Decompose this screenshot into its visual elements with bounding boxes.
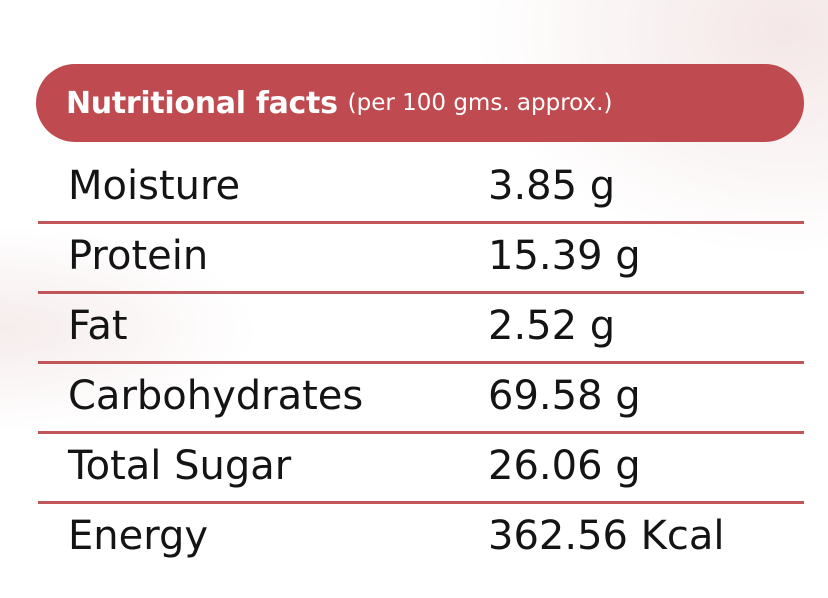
nutrient-value: 26.06 g: [488, 443, 641, 489]
nutrient-label: Protein: [68, 233, 209, 279]
nutrient-label: Carbohydrates: [68, 373, 364, 419]
header-subtitle: (per 100 gms. approx.): [347, 90, 613, 116]
nutrient-value: 15.39 g: [488, 233, 641, 279]
nutrient-label: Total Sugar: [68, 443, 292, 489]
nutrient-label: Moisture: [68, 163, 241, 209]
nutrient-label: Fat: [68, 303, 128, 349]
table-row: Total Sugar 26.06 g: [38, 434, 804, 504]
nutrient-value: 362.56 Kcal: [488, 513, 725, 559]
table-row: Protein 15.39 g: [38, 224, 804, 294]
nutrient-value: 69.58 g: [488, 373, 641, 419]
table-row: Energy 362.56 Kcal: [38, 504, 804, 574]
table-body: Moisture 3.85 g Protein 15.39 g Fat 2.52…: [38, 154, 804, 574]
table-row: Fat 2.52 g: [38, 294, 804, 364]
nutrition-table: Nutritional facts (per 100 gms. approx.)…: [36, 64, 804, 574]
nutrient-label: Energy: [68, 513, 209, 559]
table-header: Nutritional facts (per 100 gms. approx.): [36, 64, 804, 142]
table-row: Moisture 3.85 g: [38, 154, 804, 224]
nutrient-value: 3.85 g: [488, 163, 616, 209]
nutrient-value: 2.52 g: [488, 303, 616, 349]
table-row: Carbohydrates 69.58 g: [38, 364, 804, 434]
header-title: Nutritional facts: [66, 85, 338, 121]
